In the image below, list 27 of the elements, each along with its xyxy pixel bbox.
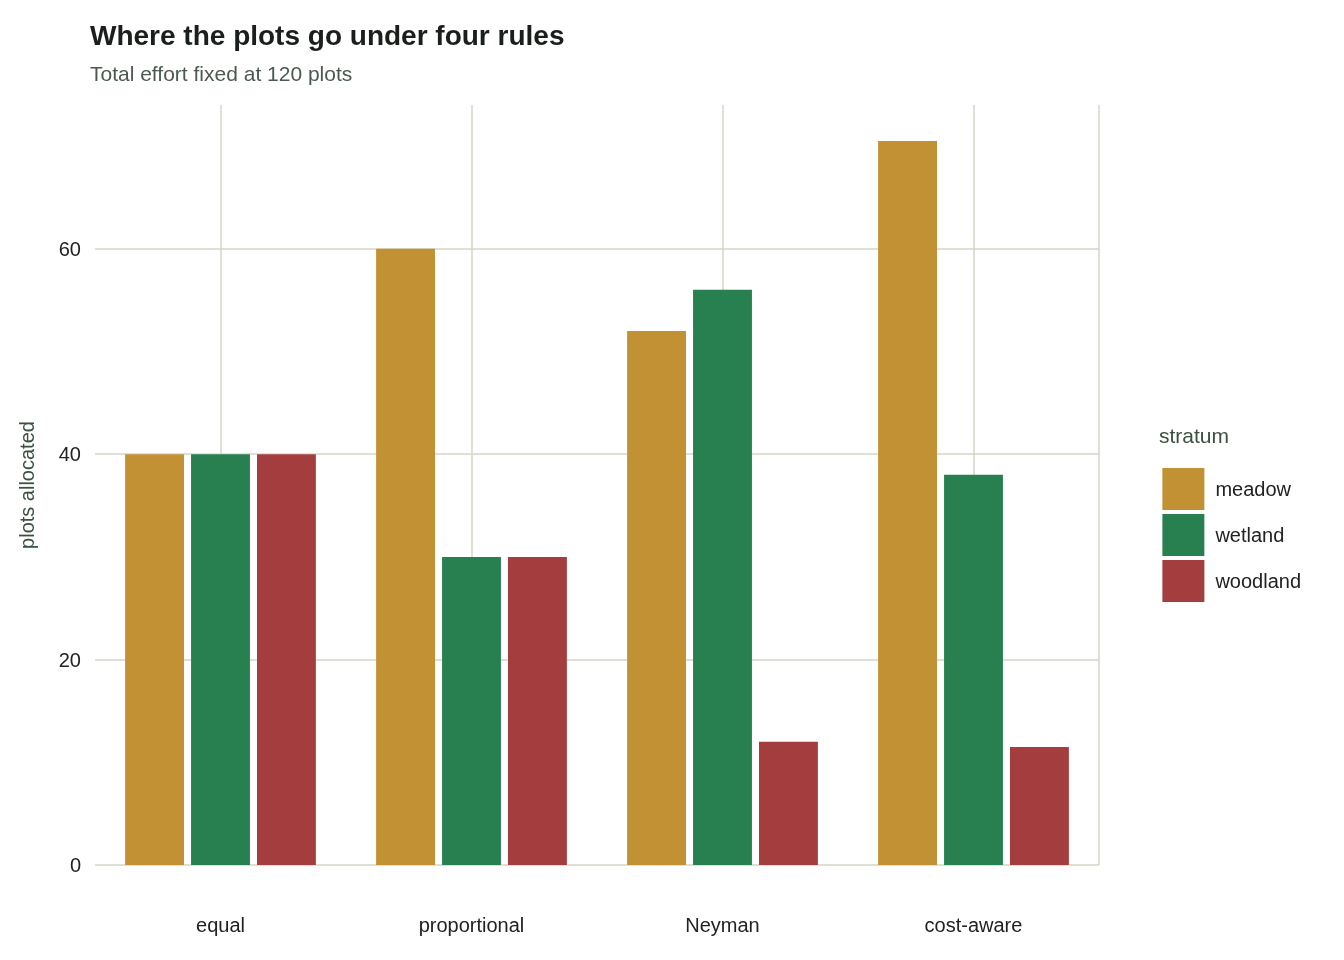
bar [944,474,1003,865]
bar [1010,746,1069,865]
x-tick-label: cost-aware [924,914,1023,936]
y-axis-title: plots allocated [16,421,38,549]
x-tick-label: proportional [418,914,525,936]
y-tick-label: 40 [58,443,81,466]
x-tick-label: Neyman [685,914,760,936]
bar [508,556,567,865]
bar [191,454,250,865]
bar [693,289,752,865]
y-tick-label: 20 [58,648,81,671]
legend-label: wetland [1214,524,1285,546]
bar [257,454,316,865]
bar [878,140,937,865]
chart-title: Where the plots go under four rules [90,19,565,51]
x-tick-label: equal [196,914,245,936]
bar [627,330,686,865]
bar [125,454,184,865]
legend-title: stratum [1159,424,1230,447]
chart-subtitle: Total effort fixed at 120 plots [90,62,353,85]
bar [376,248,435,865]
legend-label: woodland [1214,570,1301,592]
y-tick-label: 60 [58,237,81,260]
bar [442,556,501,865]
legend-label: meadow [1215,478,1292,500]
bar [759,741,818,865]
y-tick-label: 0 [69,854,81,876]
